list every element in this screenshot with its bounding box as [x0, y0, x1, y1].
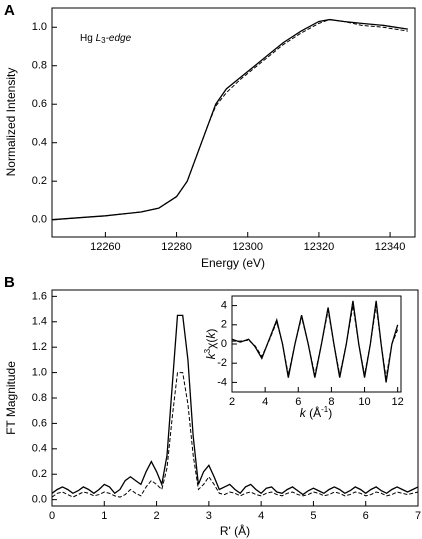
label-part: (Å — [306, 405, 321, 420]
y-tick-label: 0.4 — [32, 443, 47, 455]
plot-frame — [51, 7, 416, 238]
data-line — [51, 314, 419, 496]
x-tick-label: 4 — [262, 396, 268, 408]
label-part: k — [204, 332, 218, 339]
y-tick-label: 1.0 — [32, 366, 47, 378]
y-tick-label: 0.6 — [32, 417, 47, 429]
x-tick-label: 0 — [49, 510, 55, 522]
y-tick-label: 0 — [221, 338, 227, 350]
annotation: Hg L3-edge — [80, 33, 132, 45]
x-tick-label: 4 — [258, 510, 264, 522]
x-tick-label: 12320 — [304, 241, 335, 253]
x-tick-label: 12 — [392, 396, 404, 408]
annotation-text: -edge — [106, 33, 132, 44]
x-tick-label: 1 — [101, 510, 107, 522]
data-line — [51, 19, 408, 221]
y-tick-label: 0.8 — [32, 392, 47, 404]
label-part: -1 — [321, 405, 329, 414]
data-line — [51, 372, 419, 498]
inset-y-axis-label: k3χ(k) — [203, 329, 218, 360]
data-line — [51, 18, 408, 221]
label-part: 3 — [203, 348, 212, 353]
x-tick-label: 3 — [206, 510, 212, 522]
x-tick-label: 6 — [295, 396, 301, 408]
x-tick-label: 2 — [154, 510, 160, 522]
y-axis-label: Normalized Intensity — [4, 68, 18, 177]
y-axis-label: FT Magnitude — [4, 361, 18, 435]
x-tick-label: 10 — [358, 396, 370, 408]
y-tick-label: 1.4 — [32, 316, 47, 328]
x-tick-label: 2 — [229, 396, 235, 408]
annotation-text: L — [96, 33, 102, 44]
annotation-text: Hg — [80, 33, 96, 44]
x-axis-label: Energy (eV) — [201, 256, 265, 270]
data-line — [231, 300, 399, 383]
y-tick-label: 1.6 — [32, 290, 47, 302]
y-tick-label: 0.2 — [32, 175, 47, 187]
y-tick-label: 2 — [221, 319, 227, 331]
label-part: k — [204, 352, 218, 359]
y-tick-label: -2 — [217, 357, 227, 369]
y-tick-label: 0.0 — [32, 494, 47, 506]
x-tick-label: 5 — [310, 510, 316, 522]
y-tick-label: 0.6 — [32, 98, 47, 110]
annotation-text: 3 — [101, 36, 106, 45]
x-tick-label: 7 — [415, 510, 421, 522]
y-tick-label: 1.0 — [32, 21, 47, 33]
label-part: ) — [328, 406, 332, 420]
y-tick-label: 0.8 — [32, 60, 47, 72]
x-tick-label: 12280 — [161, 241, 192, 253]
y-tick-label: 0.4 — [32, 137, 47, 149]
x-tick-label: 12260 — [90, 241, 121, 253]
x-axis-label: R' (Å) — [220, 523, 250, 538]
x-tick-label: 8 — [328, 396, 334, 408]
inset-x-axis-label: k (Å-1) — [300, 405, 332, 420]
panel-letter: B — [4, 274, 15, 291]
x-tick-label: 12300 — [232, 241, 263, 253]
y-tick-label: 1.2 — [32, 341, 47, 353]
label-part: ) — [204, 329, 218, 333]
y-tick-label: -4 — [217, 376, 227, 388]
label-part: χ( — [204, 339, 218, 349]
panel-letter: A — [4, 2, 15, 19]
y-tick-label: 0.0 — [32, 214, 47, 226]
data-line — [232, 305, 399, 378]
x-tick-label: 12340 — [375, 241, 406, 253]
label-part: k — [300, 406, 307, 420]
x-tick-label: 6 — [363, 510, 369, 522]
y-tick-label: 0.2 — [32, 468, 47, 480]
y-tick-label: 4 — [221, 300, 227, 312]
